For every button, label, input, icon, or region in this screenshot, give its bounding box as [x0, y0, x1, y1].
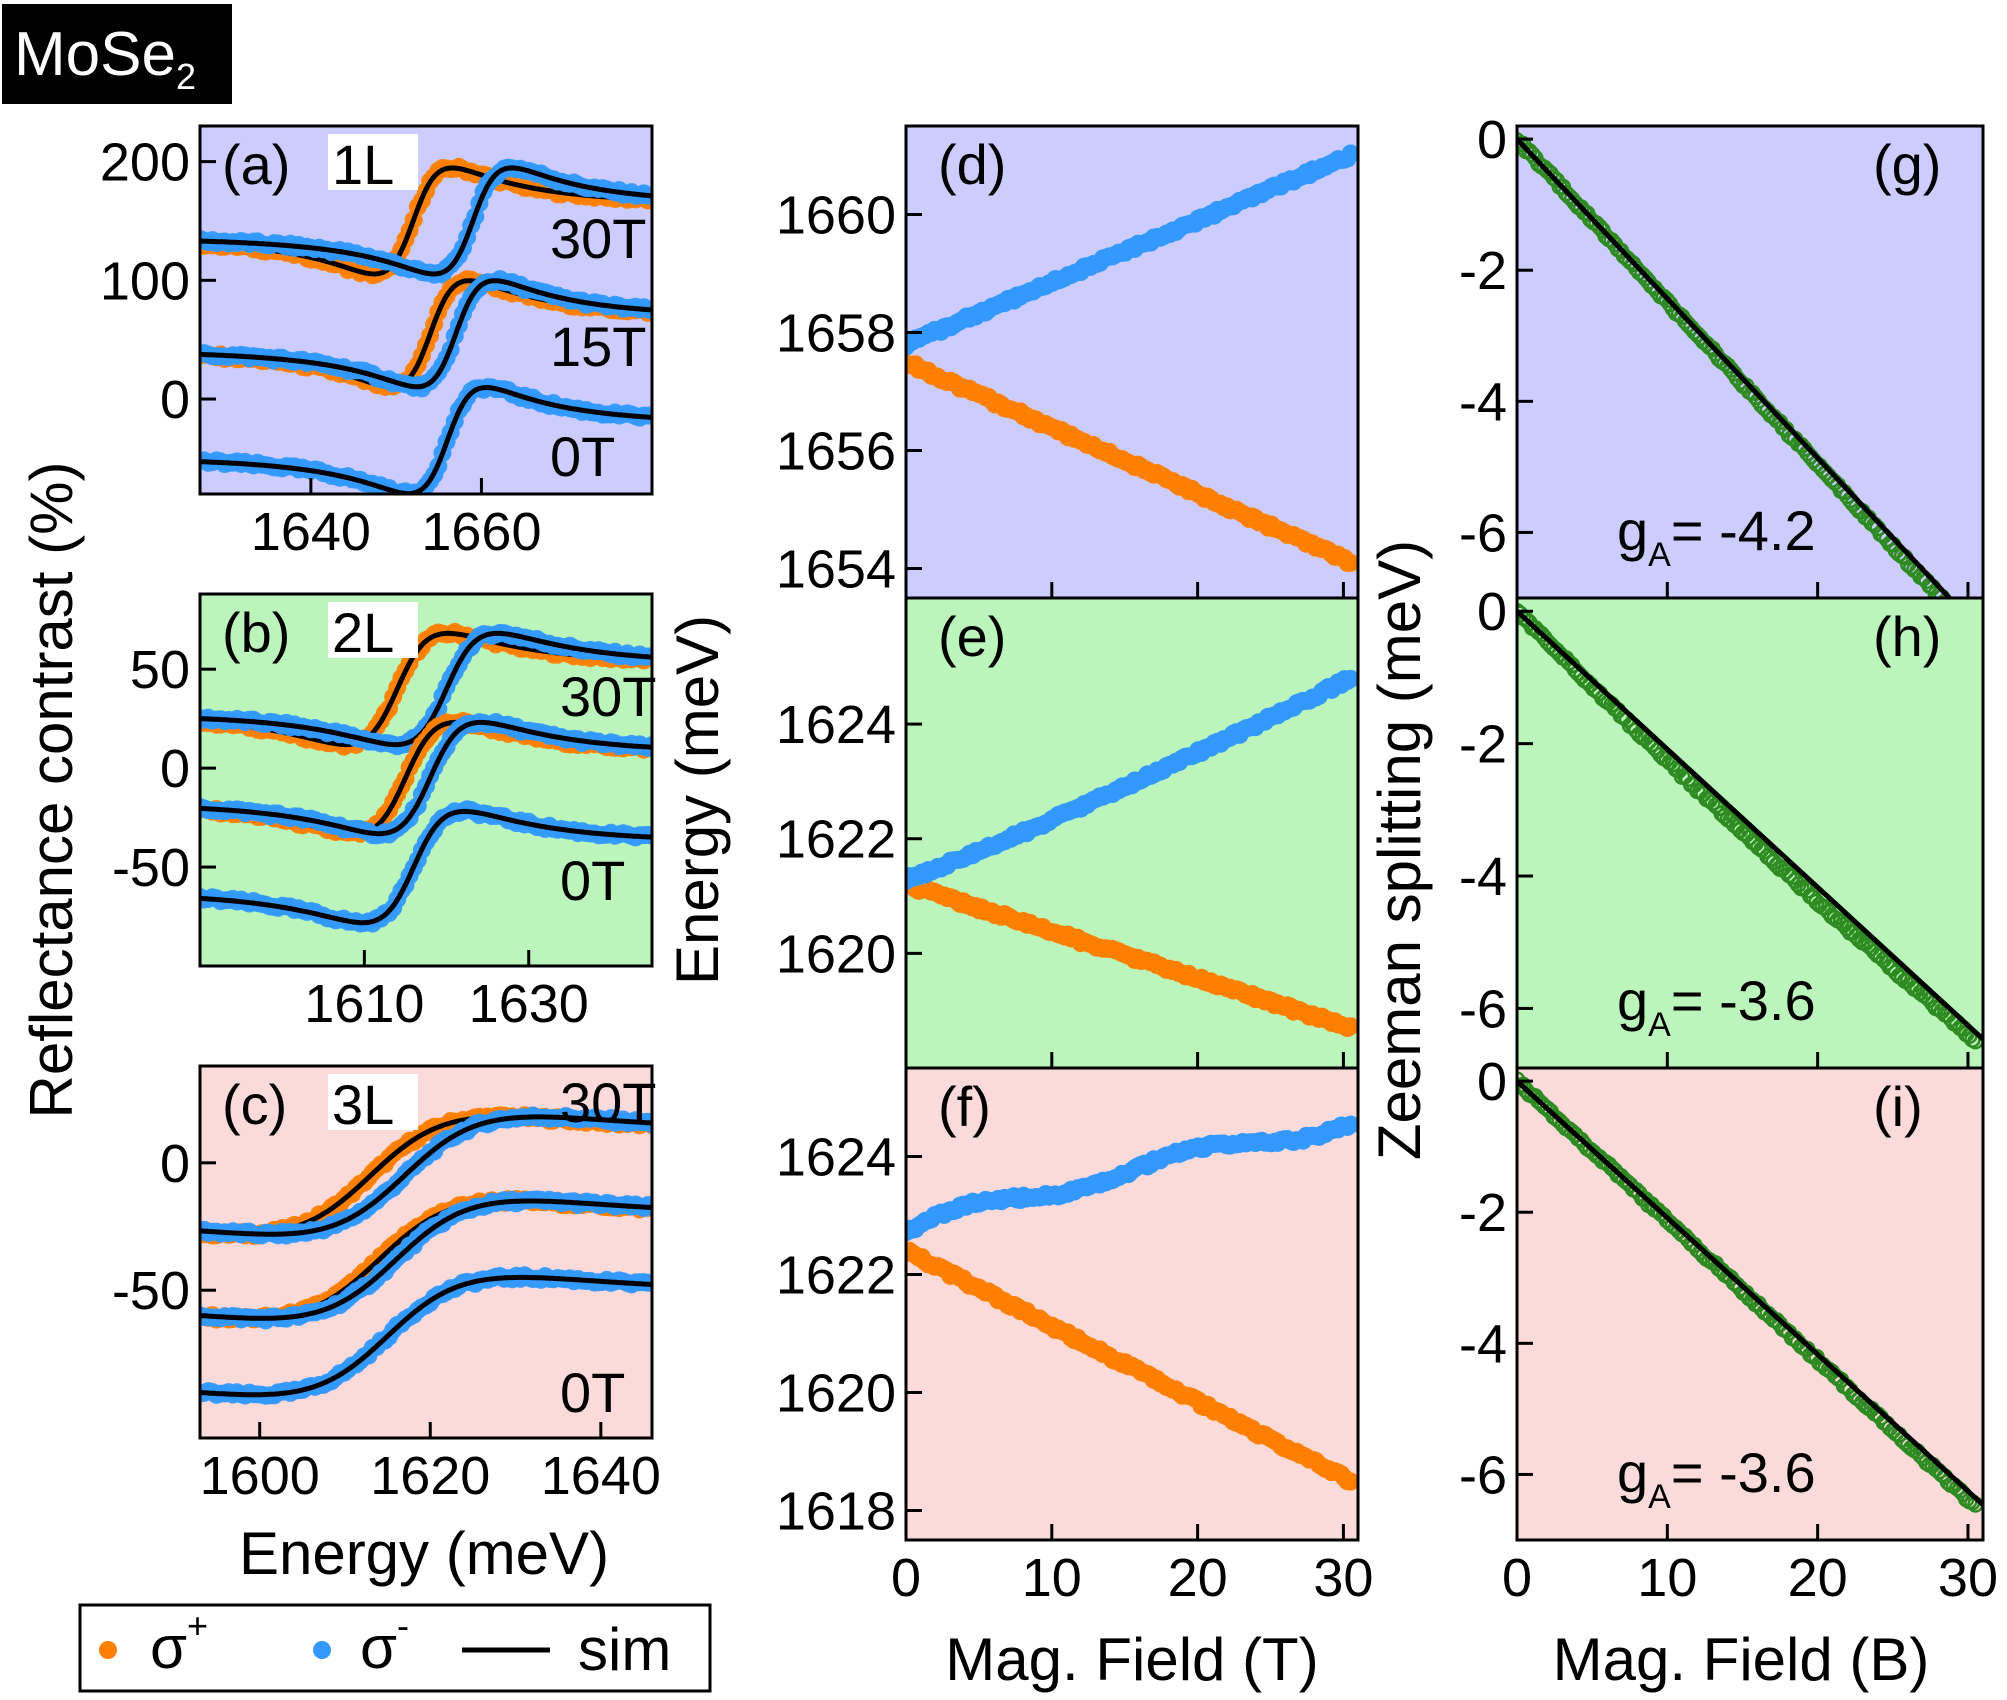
y-tick-label: 1624	[776, 695, 896, 755]
x-tick-label: 0	[1502, 1548, 1532, 1608]
y-tick-label: 200	[100, 133, 190, 193]
energy-y-axis-label: Energy (meV)	[664, 615, 731, 985]
y-tick-label: -4	[1459, 1314, 1507, 1374]
y-tick-label: -2	[1459, 715, 1507, 775]
reflectance-axis-label: Reflectance contrast (%)	[18, 462, 85, 1119]
y-tick-label: -4	[1459, 372, 1507, 432]
x-tick-label: 1640	[251, 502, 371, 562]
y-tick-label: 1620	[776, 1364, 896, 1424]
figure: MoSe2 Reflectance contrast (%) Energy (m…	[0, 0, 2007, 1700]
legend: σ+ σ- sim	[80, 1605, 710, 1691]
y-tick-label: -2	[1459, 1183, 1507, 1243]
panel-a-field-label: 30T	[550, 207, 647, 270]
panel-c-layer-label: 3L	[332, 1073, 394, 1136]
y-tick-label: 0	[1477, 1052, 1507, 1112]
panel-h: gA= -3.60-2-4-6(h)	[1459, 582, 1983, 1068]
panel-g-label: (g)	[1873, 133, 1941, 196]
y-tick-label: -50	[112, 1261, 190, 1321]
x-tick-label: 20	[1168, 1548, 1228, 1608]
title-box: MoSe2	[2, 4, 232, 104]
y-tick-label: 0	[1477, 582, 1507, 642]
y-tick-label: -6	[1459, 1445, 1507, 1505]
panel-d-label: (d)	[938, 133, 1006, 196]
y-tick-label: -50	[112, 838, 190, 898]
panel-b-label: (b)	[222, 601, 290, 664]
panel-a-field-label: 0T	[550, 425, 615, 488]
x-tick-label: 10	[1022, 1548, 1082, 1608]
y-tick-label: 1654	[776, 540, 896, 600]
x-tick-label: 1660	[421, 502, 541, 562]
field-b-axis-label: Mag. Field (B)	[1553, 1626, 1930, 1693]
panel-a: 30T 15T 0T 1L 0 100 200 1640 1660 (a)	[100, 126, 661, 562]
panel-a-field-label: 15T	[550, 315, 647, 378]
y-tick-label: 0	[1477, 110, 1507, 170]
y-tick-label: 1624	[776, 1128, 896, 1188]
y-tick-label: 0	[160, 1134, 190, 1194]
zeeman-axis-label: Zeeman splitting (meV)	[1366, 540, 1433, 1160]
legend-sim-label: sim	[578, 1616, 671, 1683]
energy-x-axis-label: Energy (meV)	[239, 1520, 609, 1587]
x-tick-label: 10	[1637, 1548, 1697, 1608]
y-tick-label: 0	[160, 370, 190, 430]
panel-a-label: (a)	[222, 133, 290, 196]
y-tick-label: 1618	[776, 1482, 896, 1542]
panel-h-label: (h)	[1873, 605, 1941, 668]
y-tick-label: 1620	[776, 924, 896, 984]
y-tick-label: 1622	[776, 810, 896, 870]
y-tick-label: -6	[1459, 503, 1507, 563]
title-text: MoSe2	[14, 20, 196, 97]
panel-i: gA= -3.6 0 -2 -4 -6 0 10 20 30 (i)	[1459, 1052, 1998, 1608]
y-tick-label: -2	[1459, 241, 1507, 301]
x-tick-label: 30	[1938, 1548, 1998, 1608]
y-tick-label: 1656	[776, 422, 896, 482]
y-tick-label: 0	[160, 739, 190, 799]
panel-d: 1654 1656 1658 1660 (d)	[776, 126, 1360, 600]
y-tick-label: -6	[1459, 979, 1507, 1039]
panel-c: 30T 0T 3L -50 0 1600 1620 1640 (c)	[112, 1066, 661, 1506]
panel-b-field-label: 30T	[560, 665, 657, 728]
panel-e-label: (e)	[938, 605, 1006, 668]
x-tick-label: 1640	[541, 1446, 661, 1506]
panel-b: 30T 0T 2L -50 0 50 1610 1630 (b)	[112, 594, 661, 1034]
panel-b-field-label: 0T	[560, 849, 625, 912]
legend-sigma-plus-marker	[99, 1641, 117, 1659]
y-tick-label: -4	[1459, 847, 1507, 907]
y-tick-label: 1622	[776, 1246, 896, 1306]
x-tick-label: 1600	[200, 1446, 320, 1506]
panel-e: 1620 1622 1624 (e)	[776, 598, 1360, 1068]
y-tick-label: 100	[100, 251, 190, 311]
x-tick-label: 30	[1313, 1548, 1373, 1608]
field-t-axis-label: Mag. Field (T)	[945, 1626, 1318, 1693]
panel-c-field-label: 30T	[560, 1071, 657, 1134]
x-tick-label: 0	[891, 1548, 921, 1608]
panel-g: gA= -4.2 0 -2 -4 -6 (g)	[1459, 110, 1983, 643]
y-tick-label: 1658	[776, 304, 896, 364]
panel-b-layer-label: 2L	[332, 601, 394, 664]
y-tick-label: 1660	[776, 186, 896, 246]
y-tick-label: 50	[130, 640, 190, 700]
panel-a-layer-label: 1L	[332, 133, 394, 196]
x-tick-label: 1620	[370, 1446, 490, 1506]
panel-f-label: (f)	[938, 1075, 991, 1138]
panel-c-label: (c)	[222, 1073, 287, 1136]
panel-f: 1618 1620 1622 1624 0 10 20 30 (f)	[776, 1068, 1374, 1608]
panel-i-label: (i)	[1873, 1075, 1923, 1138]
x-tick-label: 1610	[304, 974, 424, 1034]
legend-sigma-minus-marker	[313, 1641, 331, 1659]
x-tick-label: 1630	[469, 974, 589, 1034]
x-tick-label: 20	[1788, 1548, 1848, 1608]
panel-c-field-label: 0T	[560, 1361, 625, 1424]
